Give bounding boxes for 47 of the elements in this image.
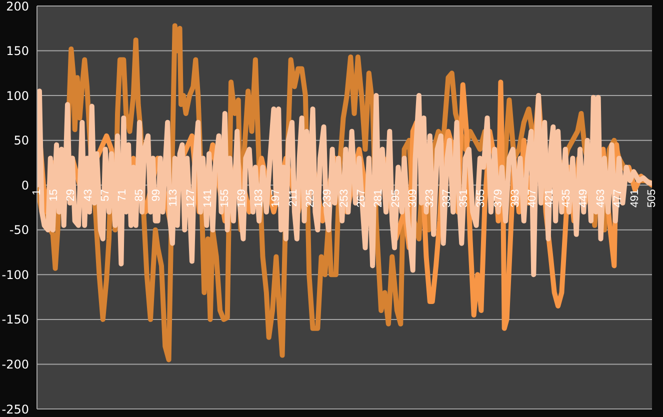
x-tick-label: 435 [560,189,573,208]
x-tick-label: 365 [475,189,488,208]
x-tick-label: 281 [372,189,385,208]
x-tick-label: 295 [390,189,402,208]
x-tick-label: 379 [492,189,504,208]
x-tick-label: 309 [406,189,419,208]
y-tick-label: 0 [21,178,29,192]
x-tick-label: 491 [628,189,641,208]
x-tick-label: 29 [65,189,78,202]
x-tick-label: 57 [99,189,112,202]
x-tick-label: 225 [304,189,316,208]
x-tick-label: 253 [338,189,350,208]
x-tick-label: 1 [31,189,43,196]
x-tick-label: 113 [168,189,180,207]
y-tick-label: 200 [6,0,29,14]
x-tick-label: 477 [612,189,624,208]
x-tick-label: 351 [458,189,470,208]
y-tick-label: 50 [14,134,29,148]
x-tick-label: 463 [594,189,607,208]
y-tick-label: 100 [6,88,29,103]
x-tick-label: 183 [253,189,266,208]
x-tick-label: 141 [202,189,214,208]
x-tick-label: 239 [321,189,334,208]
y-tick-label: 150 [6,44,29,58]
y-tick-label: -200 [2,357,29,372]
x-tick-label: 169 [236,189,248,208]
x-tick-label: 127 [184,189,197,208]
x-tick-label: 421 [544,189,556,208]
x-tick-label: 337 [441,189,453,208]
x-tick-label: 71 [116,189,128,202]
x-tick-label: 43 [82,189,94,202]
x-tick-label: 505 [646,189,658,208]
y-tick-label: -100 [2,268,29,282]
x-tick-label: 155 [218,189,231,208]
x-tick-label: 407 [526,189,538,208]
x-tick-label: 197 [270,189,282,208]
y-tick-label: -50 [9,223,29,238]
x-tick-label: 211 [287,189,300,207]
y-tick-label: -150 [2,312,29,327]
y-tick-label: -250 [2,402,29,416]
x-tick-label: 99 [150,189,163,202]
x-tick-label: 267 [356,189,368,208]
x-tick-label: 449 [578,189,590,208]
x-tick-label: 323 [424,189,436,208]
x-tick-label: 393 [509,189,522,208]
x-tick-label: 85 [134,189,146,202]
x-tick-label: 15 [48,189,60,202]
